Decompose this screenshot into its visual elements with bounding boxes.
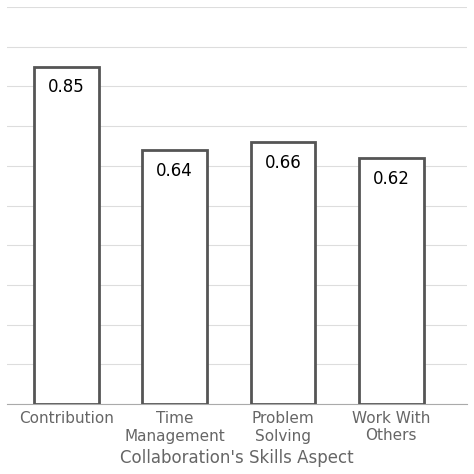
Bar	[359, 158, 424, 404]
Text: 0.64: 0.64	[156, 162, 193, 180]
Bar	[34, 66, 99, 404]
Text: 0.66: 0.66	[264, 154, 301, 172]
Bar	[251, 142, 316, 404]
Text: 0.85: 0.85	[48, 78, 85, 96]
Bar	[142, 150, 207, 404]
X-axis label: Collaboration's Skills Aspect: Collaboration's Skills Aspect	[120, 449, 354, 467]
Text: 0.62: 0.62	[373, 170, 410, 188]
